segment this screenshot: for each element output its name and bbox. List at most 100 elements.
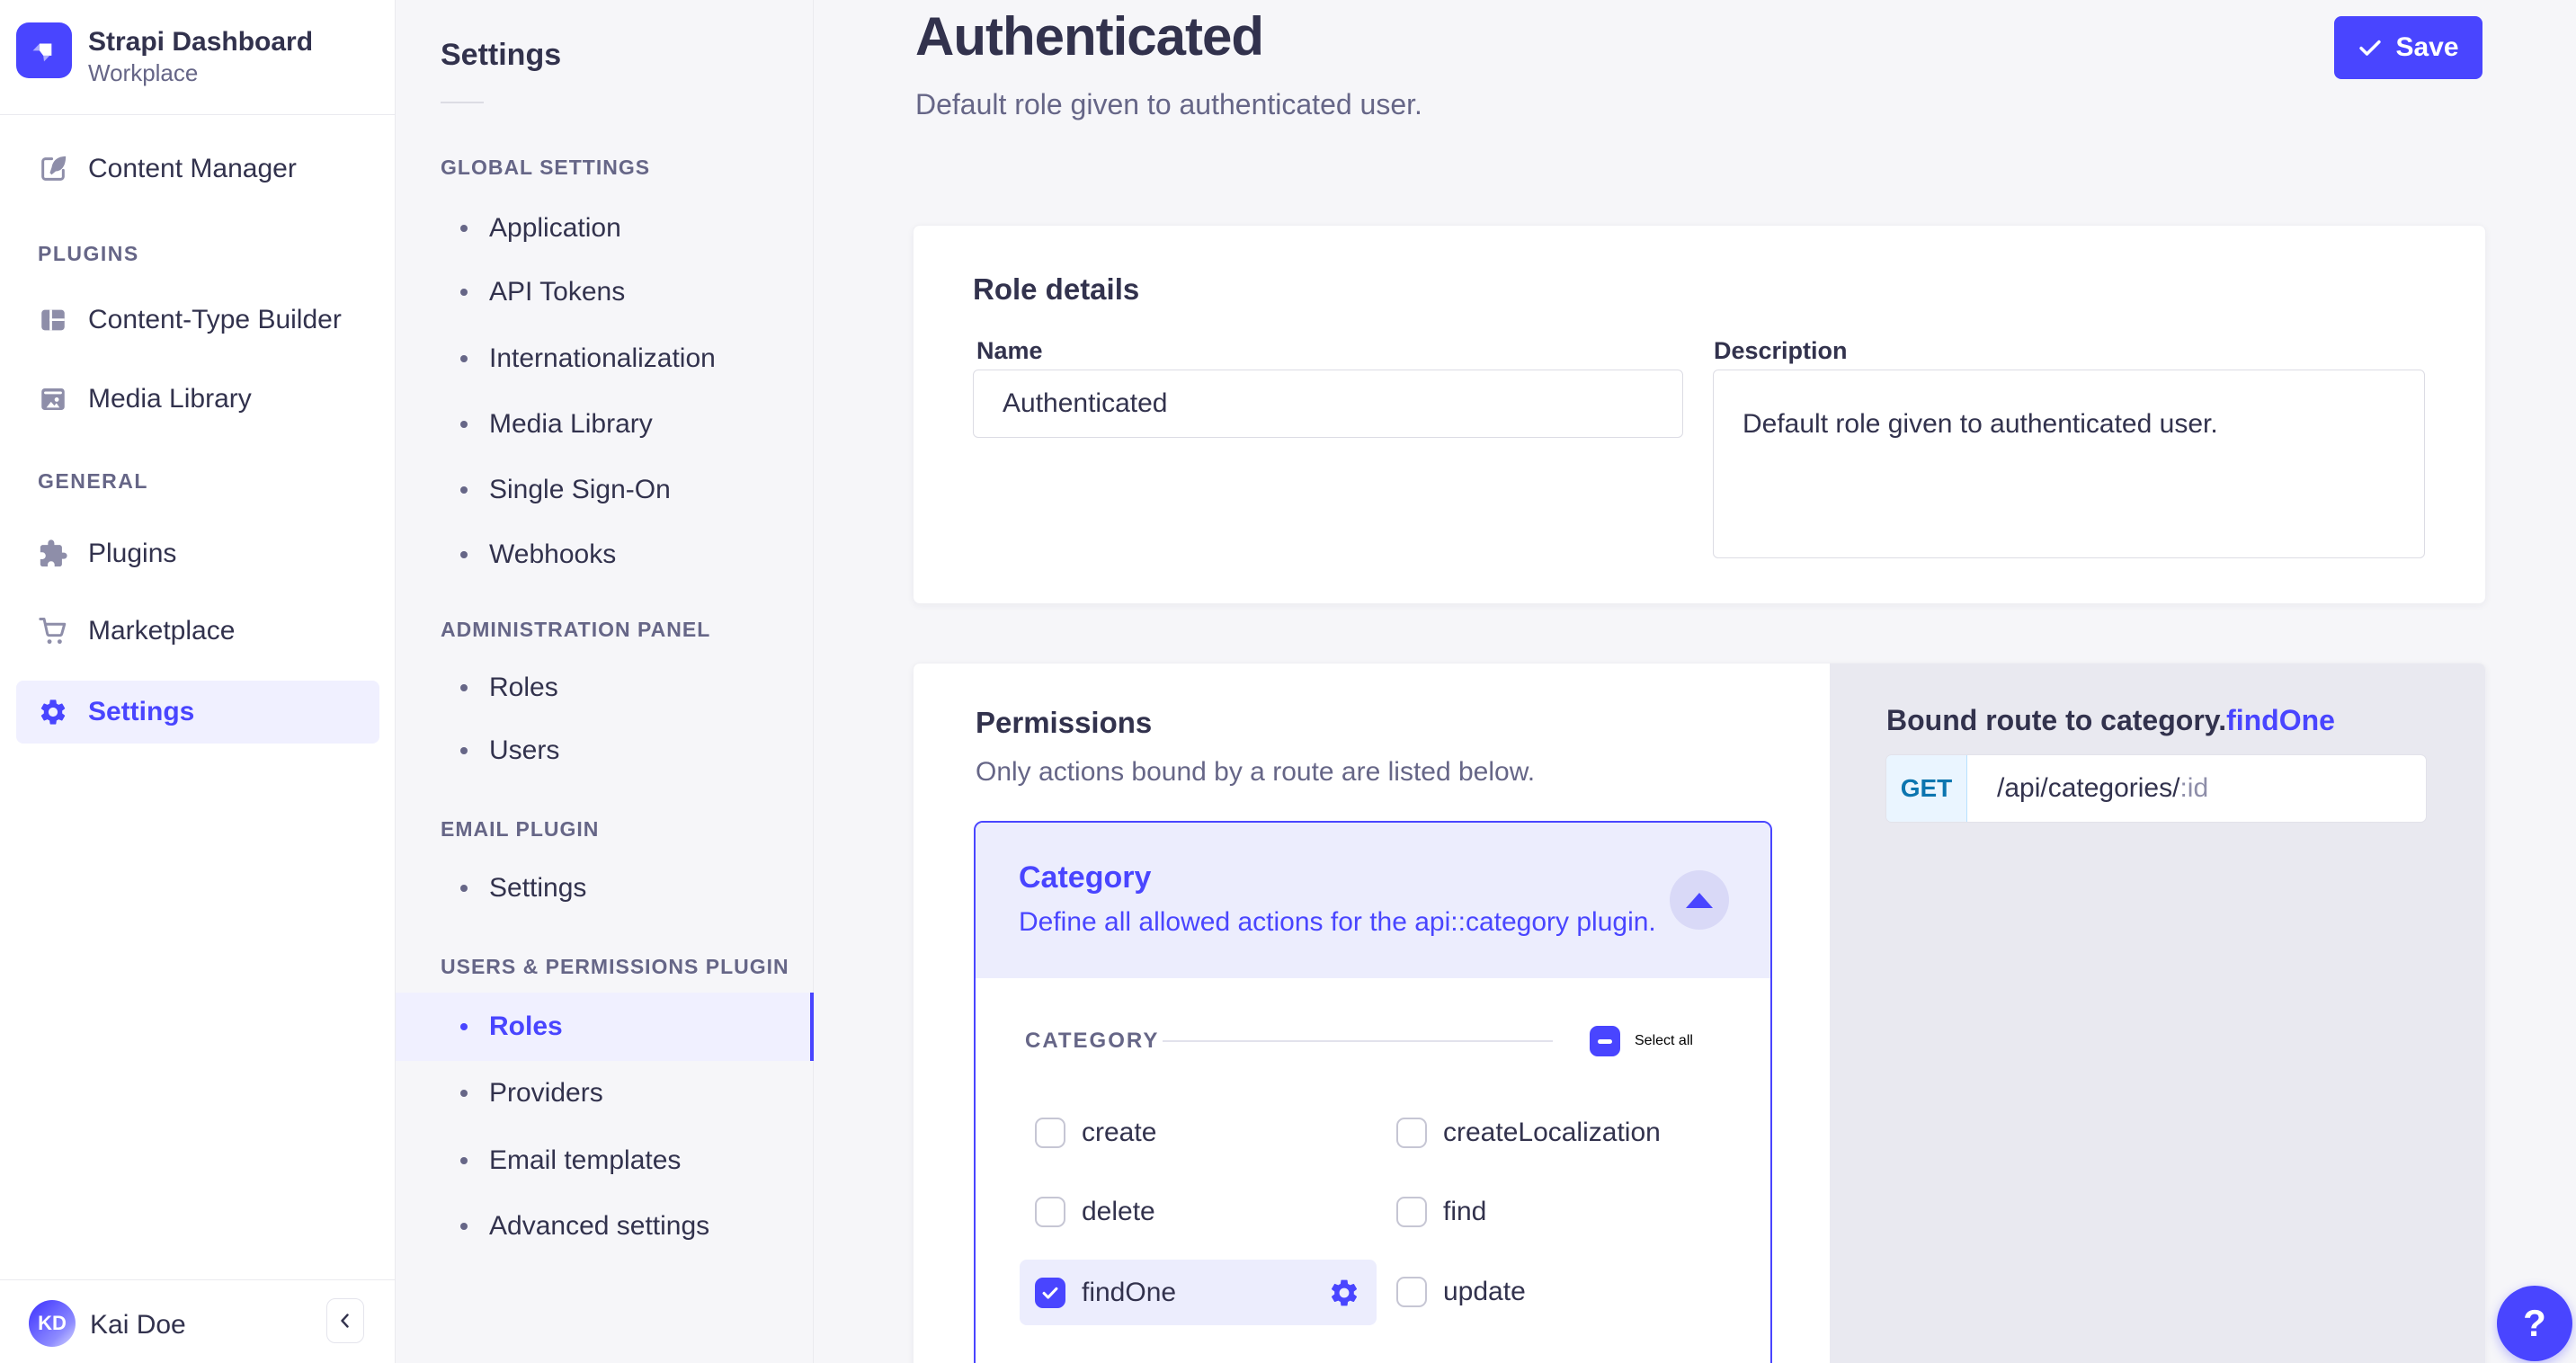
sidebar-collapse-button[interactable] (326, 1298, 364, 1343)
subnav-item-label: Application (489, 213, 621, 243)
sidebar-item-content-manager[interactable]: Content Manager (0, 138, 395, 200)
subnav-item-single-sign-on[interactable]: Single Sign-On (396, 465, 814, 515)
subnav-item-internationalization[interactable]: Internationalization (396, 334, 814, 384)
http-method-badge: GET (1886, 755, 1967, 822)
sidebar-item-label: Settings (88, 697, 195, 726)
plugins-icon (40, 539, 67, 567)
subnav-item-label: Providers (489, 1078, 603, 1108)
category-group-label: CATEGORY (1025, 1029, 1160, 1053)
route-path: /api/categories/:id (1967, 755, 2208, 822)
permission-settings-gear-icon[interactable] (1328, 1277, 1360, 1309)
chevron-left-icon (341, 1314, 349, 1328)
subnav-section-global-settings: GLOBAL SETTINGS (441, 156, 651, 179)
subnav-item-webhooks[interactable]: Webhooks (396, 530, 814, 580)
bullet-icon (460, 684, 468, 691)
bullet-icon (460, 225, 468, 232)
sidebar-item-label: Media Library (88, 384, 252, 414)
delete-checkbox[interactable] (1035, 1197, 1065, 1227)
bullet-icon (460, 1223, 468, 1230)
chevron-up-icon (1686, 892, 1713, 908)
check-icon (1042, 1287, 1058, 1299)
page-title: Authenticated (915, 6, 1264, 67)
sidebar-section-plugins: PLUGINS (38, 242, 139, 265)
save-button[interactable]: Save (2334, 16, 2482, 79)
permission-row-delete: delete (1035, 1197, 1155, 1227)
select-all-control[interactable]: Select all (1590, 1026, 1693, 1056)
workspace-label: Workplace (88, 59, 199, 86)
collapse-accordion-button[interactable] (1670, 870, 1729, 930)
avatar[interactable]: KD (29, 1300, 76, 1347)
create-checkbox[interactable] (1035, 1118, 1065, 1148)
sidebar-item-content-type-builder[interactable]: Content-Type Builder (0, 289, 395, 352)
sidebar-item-label: Plugins (88, 539, 177, 568)
permission-row-create: create (1035, 1118, 1156, 1148)
permission-label: delete (1082, 1197, 1155, 1226)
sidebar-item-plugins[interactable]: Plugins (0, 522, 395, 585)
bullet-icon (460, 421, 468, 428)
check-icon (2359, 40, 2382, 56)
sidebar-divider (0, 114, 396, 115)
bound-route-title-prefix: Bound route to category. (1886, 704, 2227, 736)
find-checkbox[interactable] (1396, 1197, 1427, 1227)
subnav-item-email-templates[interactable]: Email templates (396, 1136, 814, 1186)
subnav-title-divider (441, 102, 484, 103)
subnav-item-providers[interactable]: Providers (396, 1068, 814, 1118)
update-checkbox[interactable] (1396, 1277, 1427, 1307)
sidebar-item-label: Content Manager (88, 154, 297, 183)
subnav-section-administration-panel: ADMINISTRATION PANEL (441, 618, 711, 641)
permission-row-update: update (1396, 1277, 1526, 1307)
page-subtitle: Default role given to authenticated user… (915, 88, 1422, 120)
permission-label: createLocalization (1443, 1118, 1661, 1147)
save-button-label: Save (2395, 32, 2459, 62)
bullet-icon (460, 885, 468, 892)
subnav-item-admin-roles[interactable]: Roles (396, 663, 814, 713)
permission-label: findOne (1082, 1277, 1177, 1307)
sidebar-item-settings[interactable]: Settings (16, 681, 379, 744)
strapi-logo-icon[interactable] (16, 22, 72, 78)
createlocalization-checkbox[interactable] (1396, 1118, 1427, 1148)
subnav-item-up-roles[interactable]: Roles (396, 993, 814, 1061)
findone-checkbox[interactable] (1035, 1277, 1065, 1308)
select-all-checkbox[interactable] (1590, 1026, 1620, 1056)
permission-label: find (1443, 1197, 1487, 1226)
subnav-item-label: Internationalization (489, 343, 716, 373)
strapi-logo-glyph (32, 43, 52, 62)
category-accordion-body: CATEGORY Select all create createLocaliz… (976, 978, 1770, 1363)
permissions-heading: Permissions (976, 706, 1153, 739)
bullet-icon (460, 355, 468, 362)
permission-label: update (1443, 1277, 1526, 1306)
sidebar-item-media-library[interactable]: Media Library (0, 368, 395, 431)
bullet-icon (460, 1157, 468, 1164)
marketplace-icon (39, 618, 67, 645)
content-manager-icon (41, 156, 67, 181)
permissions-subtitle: Only actions bound by a route are listed… (976, 757, 1536, 787)
settings-subnav: Settings GLOBAL SETTINGS Application API… (396, 0, 814, 1363)
subnav-item-advanced-settings[interactable]: Advanced settings (396, 1201, 814, 1252)
sidebar-item-marketplace[interactable]: Marketplace (0, 600, 395, 663)
name-input[interactable] (973, 370, 1683, 438)
subnav-item-label: Roles (489, 1011, 563, 1041)
sidebar-item-label: Marketplace (88, 616, 236, 646)
bullet-icon (460, 551, 468, 558)
subnav-item-media-library[interactable]: Media Library (396, 399, 814, 450)
bullet-icon (460, 1090, 468, 1097)
sidebar-footer-divider (0, 1279, 396, 1280)
subnav-title: Settings (441, 38, 562, 72)
role-details-heading: Role details (973, 272, 1140, 306)
bullet-icon (460, 747, 468, 754)
category-accordion-header[interactable]: Category Define all allowed actions for … (976, 823, 1770, 978)
select-all-label: Select all (1635, 1033, 1693, 1048)
media-library-icon (41, 388, 65, 411)
help-button[interactable]: ? (2497, 1286, 2572, 1361)
subnav-item-application[interactable]: Application (396, 203, 814, 254)
subnav-item-email-settings[interactable]: Settings (396, 863, 814, 913)
role-details-card: Role details Name Description Default ro… (913, 225, 2486, 604)
subnav-item-api-tokens[interactable]: API Tokens (396, 267, 814, 317)
content-type-builder-icon (41, 309, 65, 331)
permission-row-createlocalization: createLocalization (1396, 1118, 1661, 1148)
subnav-item-admin-users[interactable]: Users (396, 726, 814, 776)
user-name: Kai Doe (90, 1310, 186, 1340)
category-title: Category (1019, 860, 1152, 895)
app-title: Strapi Dashboard (88, 27, 314, 57)
description-textarea[interactable]: Default role given to authenticated user… (1713, 370, 2425, 558)
